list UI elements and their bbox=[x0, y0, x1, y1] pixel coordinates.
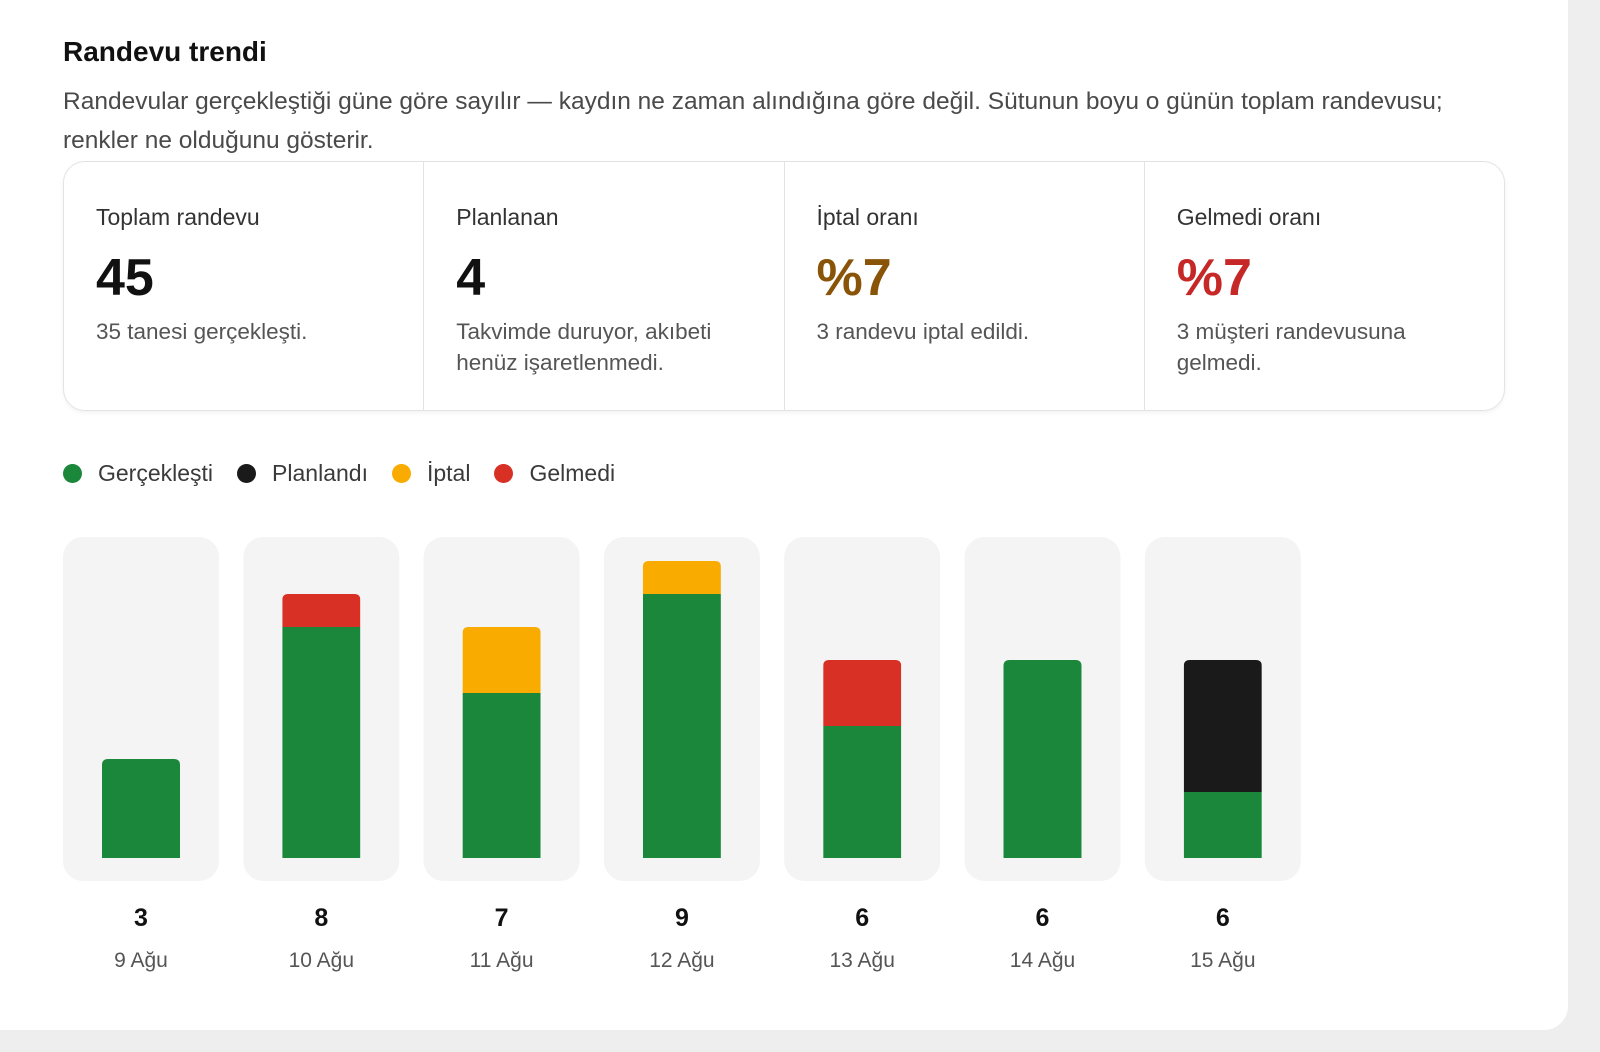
bar-segment bbox=[642, 561, 721, 594]
bar-date-label: 14 Ağu bbox=[1010, 949, 1075, 972]
stat-cancel-rate: İptal oranı %7 3 randevu iptal edildi. bbox=[785, 162, 1145, 410]
bar-total-label: 9 bbox=[675, 904, 689, 932]
bar-total-label: 3 bbox=[134, 904, 148, 932]
stat-description: Takvimde duruyor, akıbeti henüz işaretle… bbox=[456, 319, 712, 375]
bar-segment bbox=[462, 693, 541, 858]
appointment-trend-card: Randevu trendi Randevular gerçekleştiği … bbox=[0, 0, 1568, 1030]
bar-segment bbox=[1183, 660, 1262, 792]
legend-label: İptal bbox=[426, 460, 471, 486]
legend-label: Gerçekleşti bbox=[98, 460, 214, 486]
card-title: Randevu trendi bbox=[63, 36, 267, 67]
legend-dot bbox=[237, 464, 257, 483]
bar-segment bbox=[823, 660, 902, 726]
bar-segment bbox=[462, 627, 541, 693]
card-subtitle: Randevular gerçekleştiği güne göre sayıl… bbox=[63, 88, 1443, 154]
bar-segment bbox=[282, 627, 361, 858]
stat-label: Toplam randevu bbox=[96, 204, 260, 230]
bar-date-label: 9 Ağu bbox=[114, 949, 168, 972]
bar-segment bbox=[642, 594, 721, 858]
bar-total-label: 6 bbox=[855, 904, 869, 932]
stat-value: 45 bbox=[96, 249, 154, 307]
bar-date-label: 11 Ağu bbox=[470, 949, 534, 972]
stat-total-appointments: Toplam randevu 45 35 tanesi gerçekleşti. bbox=[64, 162, 425, 410]
bar-total-label: 7 bbox=[495, 904, 509, 932]
stat-label: İptal oranı bbox=[816, 204, 919, 230]
bar-date-label: 13 Ağu bbox=[829, 949, 894, 972]
stat-description: 3 müşteri randevusuna gelmedi. bbox=[1176, 319, 1406, 375]
stat-value: %7 bbox=[816, 249, 892, 307]
legend-item-cancelled: İptal bbox=[391, 460, 471, 487]
legend-item-no-show: Gelmedi bbox=[494, 460, 615, 487]
stat-value: 4 bbox=[456, 249, 486, 307]
stat-no-show-rate: Gelmedi oranı %7 3 müşteri randevusuna g… bbox=[1145, 162, 1504, 410]
legend-item-completed: Gerçekleşti bbox=[63, 460, 213, 487]
bar-total-label: 8 bbox=[314, 904, 328, 932]
stat-label: Gelmedi oranı bbox=[1176, 204, 1322, 230]
bar-segment bbox=[823, 726, 902, 858]
stacked-bar-chart: 3 9 Ağu 8 10 Ağu 7 11 Ağu 9 12 Ağu 6 13 Ağu 6 14 Ağ… bbox=[63, 537, 1301, 972]
bar-segment bbox=[1003, 660, 1082, 858]
bar-total-label: 6 bbox=[1216, 904, 1230, 932]
stat-value: %7 bbox=[1176, 249, 1252, 307]
bar-total-label: 6 bbox=[1036, 904, 1050, 932]
stat-description: 35 tanesi gerçekleşti. bbox=[96, 319, 308, 344]
legend-label: Planlandı bbox=[272, 460, 368, 486]
legend-dot bbox=[391, 464, 411, 483]
stat-planned: Planlanan 4 Takvimde duruyor, akıbeti he… bbox=[424, 162, 785, 410]
legend-item-planned: Planlandı bbox=[237, 460, 368, 487]
legend-dot bbox=[494, 464, 514, 483]
bar-segment bbox=[282, 594, 361, 627]
bar-date-label: 15 Ağu bbox=[1190, 949, 1255, 972]
bar-segment bbox=[102, 759, 180, 858]
stat-description: 3 randevu iptal edildi. bbox=[816, 319, 1030, 344]
bar-date-label: 12 Ağu bbox=[649, 949, 714, 972]
stat-label: Planlanan bbox=[456, 204, 559, 230]
bar-date-label: 10 Ağu bbox=[289, 949, 354, 972]
bar-segment bbox=[1183, 792, 1262, 858]
legend-label: Gelmedi bbox=[529, 460, 616, 486]
legend-dot bbox=[63, 464, 82, 483]
chart-legend: Gerçekleşti Planlandı İptal Gelmedi bbox=[63, 460, 639, 487]
stats-panel: Toplam randevu 45 35 tanesi gerçekleşti.… bbox=[63, 161, 1505, 411]
